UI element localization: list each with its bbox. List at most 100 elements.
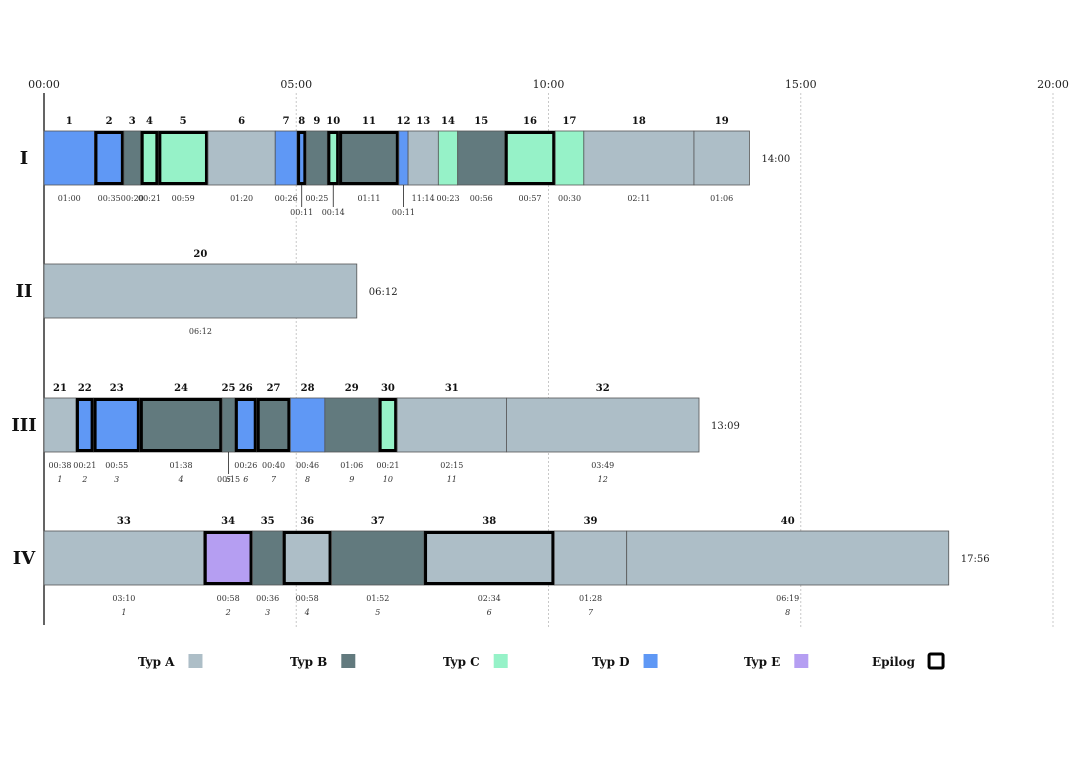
epilog-border [139,398,223,452]
segment-index: 4 [304,608,310,617]
segment-index: 6 [487,608,492,617]
segment-duration: 00:26 [234,461,257,470]
segment-duration: 00:20 [121,194,144,203]
legend-swatch [341,654,356,668]
segment-bar [282,530,332,586]
segment-number: 40 [781,516,795,527]
segment-bar [139,397,223,453]
row-label: III [11,415,36,436]
segment-bar [331,530,425,586]
row-total: 14:00 [761,154,790,165]
segment-index: 8 [785,608,790,617]
segment-number: 12 [396,116,410,127]
legend: Typ A Typ B Typ C Typ D Typ E Epilog [138,652,945,670]
segment-number: 3 [129,116,136,127]
segment-number: 20 [193,249,207,260]
segment-index: 9 [349,475,354,484]
segment-index: 8 [305,475,310,484]
segment-number: 2 [106,116,113,127]
x-tick-label: 10:00 [533,78,565,91]
segment-bar [252,530,284,586]
segment-duration: 01:06 [340,461,363,470]
segment-number: 26 [239,383,253,394]
segment-bar [221,397,236,453]
segment-duration: 01:06 [710,194,733,203]
epilog-border [424,531,555,585]
segment-number: 30 [381,383,395,394]
segment-bar [553,530,628,586]
segment-duration: 00:55 [105,461,128,470]
epilog-border [256,398,291,452]
x-tick-label: 15:00 [785,78,817,91]
segment-bar [43,263,358,319]
segment-number: 22 [78,383,92,394]
epilog-border [140,131,159,185]
segment-duration: 00:57 [518,194,541,203]
segment-number: 25 [222,383,236,394]
segment-number: 10 [326,116,340,127]
segment-bar [324,397,380,453]
segment-duration: 02:15 [440,461,463,470]
segment-bar [234,397,258,453]
segment-duration: 00:46 [296,461,319,470]
segment-bar [457,130,506,186]
segment-bar [274,130,298,186]
segment-number: 11 [362,116,376,127]
legend-item: Typ B [290,654,356,669]
segment-index: 5 [375,608,380,617]
segment-duration: 06:12 [189,327,212,336]
segment-duration: 00:21 [138,194,161,203]
segment-duration: 00:58 [217,594,240,603]
legend-label: Typ A [138,655,175,669]
epilog-border [504,131,556,185]
segment-number: 8 [298,116,305,127]
segment-bar [338,130,400,186]
segment-bar [207,130,276,186]
segment-bar [407,130,439,186]
timeline-row: II 20 06:12 06:12 [16,249,398,336]
segment-duration: 00:15 [217,475,240,484]
legend-label: Typ D [592,655,630,669]
legend-item: Typ A [138,654,203,669]
epilog-border [158,131,208,185]
segment-index: 2 [225,608,231,617]
legend-swatch [927,652,945,670]
epilog-border [93,398,140,452]
segment-number: 17 [563,116,577,127]
timeline-row: III 21 00:38 1 22 00:21 2 23 00:55 3 24 01:38 4 25 00:… [11,383,739,484]
segment-bar [504,130,556,186]
segment-duration: 00:25 [305,194,328,203]
segment-number: 32 [596,383,610,394]
epilog-border [297,131,307,185]
segment-number: 31 [445,383,459,394]
segment-bar [423,530,555,586]
row-total: 06:12 [369,287,398,298]
segment-duration: 00:21 [376,461,399,470]
epilog-border [203,531,253,585]
segment-index: 1 [121,608,126,617]
row-total: 17:56 [961,554,990,565]
segment-duration: 00:35 [98,194,121,203]
segment-number: 39 [584,516,598,527]
segment-duration: 00:26 [275,194,298,203]
legend-swatch [493,654,508,668]
legend-label: Epilog [872,655,916,669]
segment-number: 21 [53,383,67,394]
segment-duration: 00:56 [470,194,493,203]
timeline-row: IV 33 03:10 1 34 00:58 2 35 00:36 3 36 00:58 4 37 01:5… [13,516,990,617]
segment-number: 13 [416,116,430,127]
segment-duration: 01:52 [366,594,389,603]
segment-number: 35 [261,516,275,527]
segment-bar [398,130,409,186]
timeline-row: I 1 01:00 2 00:35 3 00:20 4 00:21 5 00:59 6 01:20 7 00… [20,116,790,217]
segment-duration: 00:58 [296,594,319,603]
legend-item: Epilog [872,652,945,670]
segment-duration: 01:11 [357,194,380,203]
segment-duration: 00:36 [256,594,279,603]
segment-duration: 01:28 [579,594,602,603]
segment-number: 1 [66,116,73,127]
segment-bar [94,130,125,186]
segment-index: 3 [114,475,119,484]
segment-number: 24 [174,383,188,394]
row-label: IV [13,548,36,569]
